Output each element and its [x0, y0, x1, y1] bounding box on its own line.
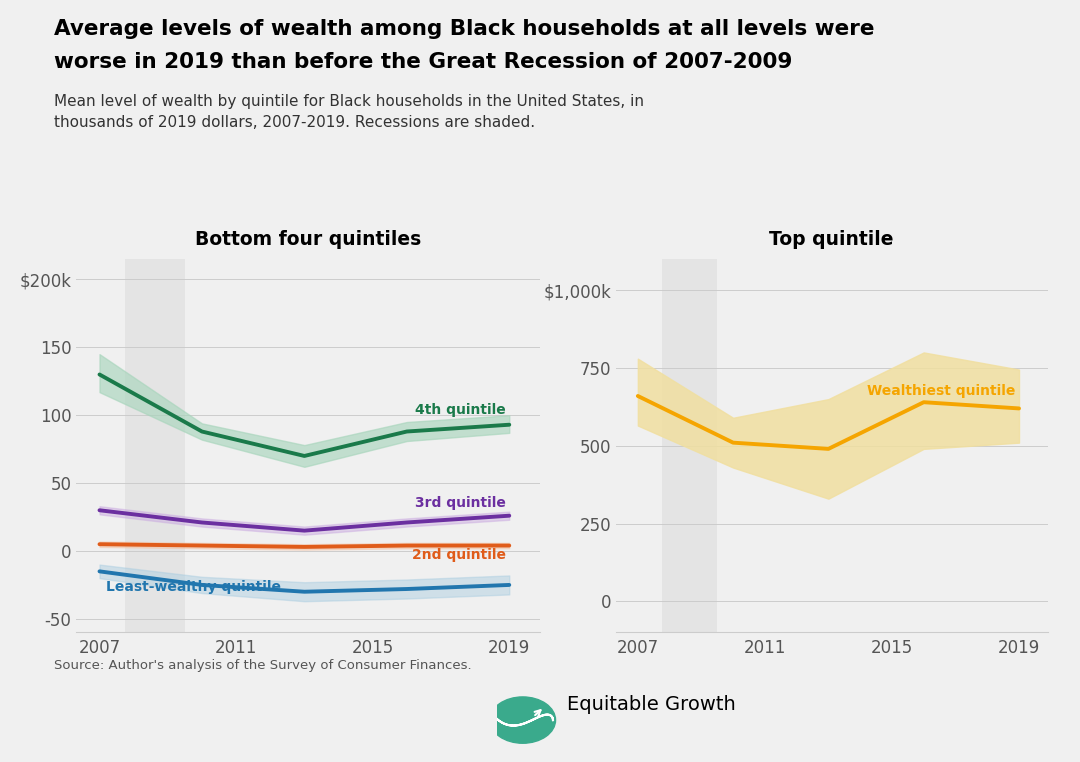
Text: worse in 2019 than before the Great Recession of 2007-2009: worse in 2019 than before the Great Rece… — [54, 52, 793, 72]
Text: Least-wealthy quintile: Least-wealthy quintile — [106, 580, 281, 594]
Circle shape — [490, 697, 555, 743]
Text: Source: Author's analysis of the Survey of Consumer Finances.: Source: Author's analysis of the Survey … — [54, 659, 472, 672]
Text: Wealthiest quintile: Wealthiest quintile — [867, 383, 1016, 398]
Text: thousands of 2019 dollars, 2007-2019. Recessions are shaded.: thousands of 2019 dollars, 2007-2019. Re… — [54, 115, 535, 130]
Text: 2nd quintile: 2nd quintile — [411, 549, 505, 562]
Text: Mean level of wealth by quintile for Black households in the United States, in: Mean level of wealth by quintile for Bla… — [54, 94, 644, 110]
Bar — [662, 259, 717, 632]
Bar — [125, 259, 185, 632]
Text: Average levels of wealth among Black households at all levels were: Average levels of wealth among Black hou… — [54, 19, 875, 39]
Text: 4th quintile: 4th quintile — [415, 402, 505, 417]
Title: Bottom four quintiles: Bottom four quintiles — [194, 230, 421, 249]
Text: Equitable Growth: Equitable Growth — [567, 696, 735, 714]
Text: 3rd quintile: 3rd quintile — [415, 496, 505, 511]
Title: Top quintile: Top quintile — [769, 230, 894, 249]
